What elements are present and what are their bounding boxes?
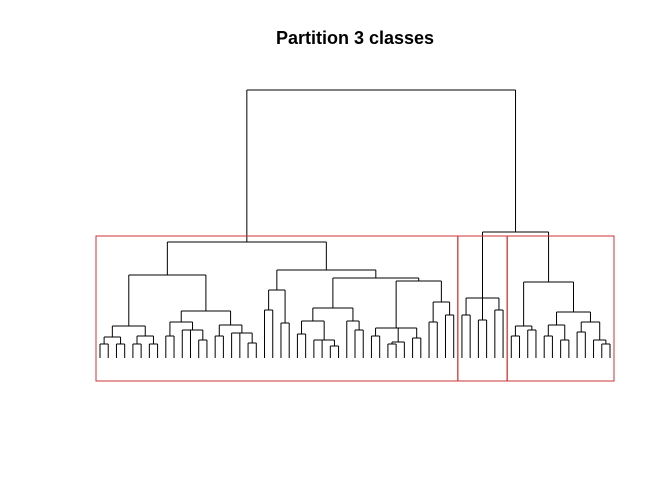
dendrogram-tree: [99, 89, 611, 358]
cluster-box-3: [506, 235, 615, 382]
cluster-boxes: [95, 235, 615, 382]
page-title: Partition 3 classes: [275, 28, 435, 48]
cluster-box-1: [95, 235, 459, 382]
